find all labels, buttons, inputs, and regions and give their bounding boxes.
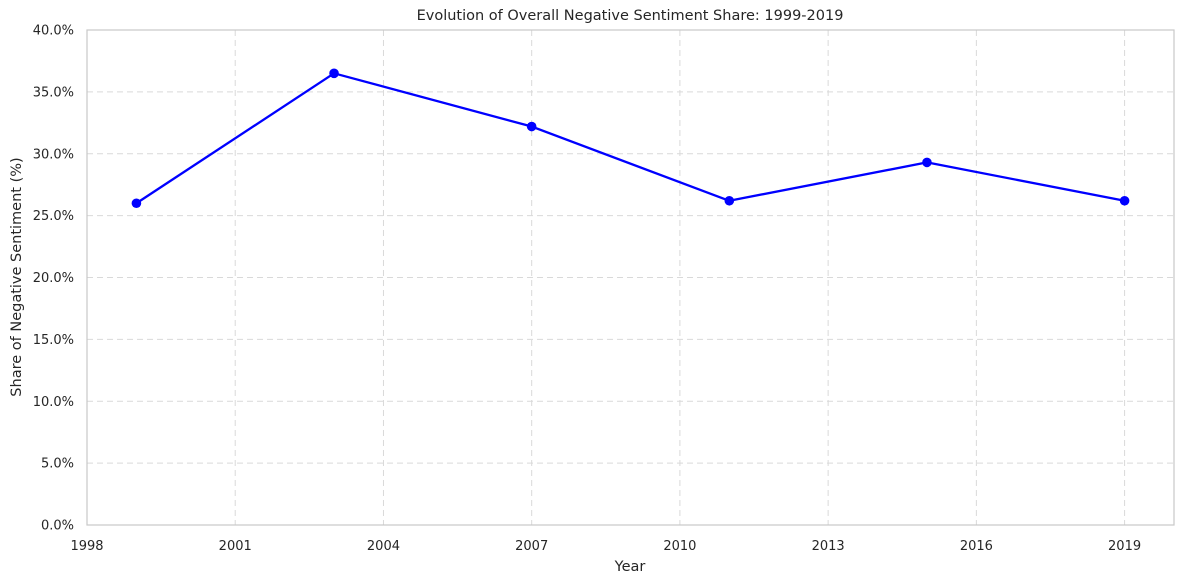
y-tick-label: 15.0%	[33, 333, 74, 348]
y-tick-label: 30.0%	[33, 147, 74, 162]
data-point-2015	[922, 157, 932, 168]
y-axis-label: Share of Negative Sentiment (%)	[9, 157, 25, 396]
grid	[86, 29, 1174, 526]
x-axis-label: Year	[614, 559, 646, 575]
plot-frame	[86, 29, 1175, 526]
x-axis-ticks: 1998 2001 2004 2007 2010 2013 2016 2019	[70, 539, 1141, 554]
data-point-2007	[526, 121, 537, 132]
x-tick-label: 2010	[663, 539, 696, 554]
x-tick-label: 2004	[367, 539, 400, 554]
series-group	[131, 68, 1130, 209]
y-tick-label: 10.0%	[33, 395, 74, 410]
data-point-1999	[131, 198, 142, 209]
y-tick-label: 0.0%	[41, 519, 74, 534]
y-tick-label: 35.0%	[33, 85, 74, 100]
y-tick-label: 40.0%	[33, 24, 74, 39]
data-point-2011	[724, 195, 735, 206]
series-line	[135, 72, 1125, 205]
x-tick-label: 2019	[1108, 539, 1141, 554]
y-axis-ticks: 0.0% 5.0% 10.0% 15.0% 20.0% 25.0% 30.0% 35.0% 40…	[33, 24, 74, 534]
x-tick-label: 2016	[960, 539, 993, 554]
x-tick-label: 2007	[515, 539, 548, 554]
y-tick-label: 5.0%	[41, 457, 74, 472]
data-point-2019	[1119, 195, 1130, 206]
x-tick-label: 2001	[219, 539, 252, 554]
y-tick-label: 25.0%	[33, 209, 74, 224]
y-tick-label: 20.0%	[33, 271, 74, 286]
chart-title: Evolution of Overall Negative Sentiment …	[417, 8, 844, 24]
x-tick-label: 2013	[812, 539, 845, 554]
data-point-2003	[329, 68, 339, 79]
x-tick-label: 1998	[70, 539, 103, 554]
